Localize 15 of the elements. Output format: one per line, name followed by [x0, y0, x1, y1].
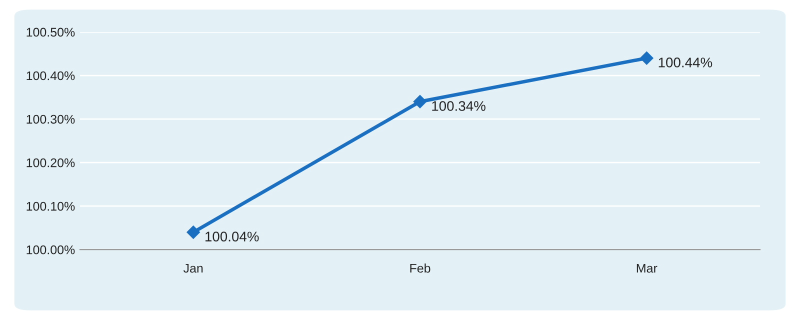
y-tick-label: 100.30%: [26, 114, 75, 124]
y-tick-label: 100.40%: [26, 71, 75, 80]
x-tick-label: Feb: [410, 263, 430, 273]
point: [413, 95, 427, 108]
x-tick-label: Jan: [183, 264, 203, 273]
y-tick-label: 100.20%: [26, 158, 75, 168]
y-tick-label: 100.50%: [26, 28, 75, 37]
data-label: 100.04%: [206, 232, 259, 242]
x-tick-label: Mar: [636, 264, 658, 273]
data-label: 100.44%: [658, 58, 712, 68]
point: [186, 226, 200, 239]
point: [640, 52, 654, 65]
data-label: 100.34%: [432, 101, 486, 111]
y-tick-label: 100.00%: [26, 245, 75, 254]
y-tick-label: 100.10%: [26, 202, 75, 211]
